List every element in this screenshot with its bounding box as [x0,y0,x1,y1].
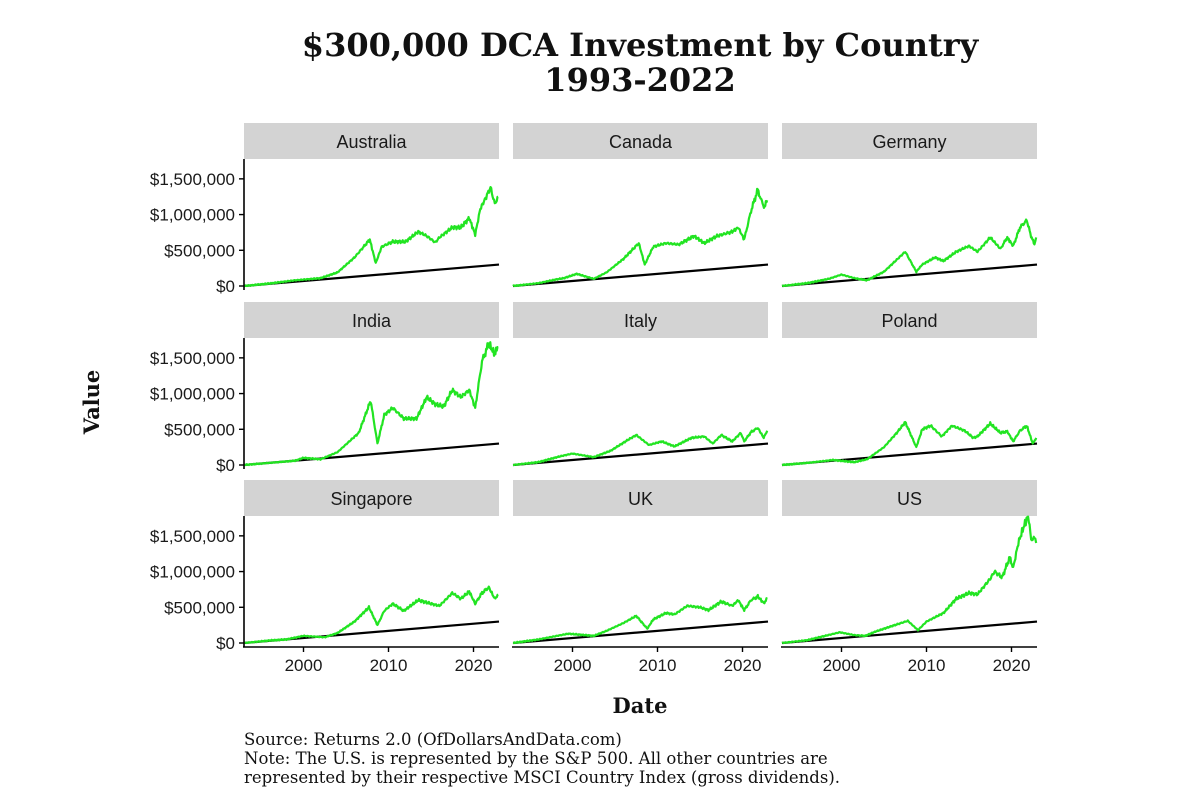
x-tick-label: 2020 [993,656,1031,675]
facet-strip [513,123,768,159]
portfolio-line [512,593,768,645]
x-axis: 2000 2010 2020 [243,646,499,675]
y-tick-label: $1,000,000 [150,206,235,225]
portfolio-line [243,185,499,288]
portfolio-line [243,585,499,645]
y-tick-label: $1,000,000 [150,563,235,582]
caption: Source: Returns 2.0 (OfDollarsAndData.co… [244,730,840,787]
y-tick-label: $500,000 [164,598,235,617]
x-tick-label: 2020 [455,656,493,675]
facet-label: Singapore [330,489,412,509]
y-axes: $0 $500,000 $1,000,000 $1,500,000 $0 $500,000… [150,159,245,653]
facet-label: India [352,311,392,331]
facet-label: Australia [336,132,407,152]
x-tick-label: 2010 [370,656,408,675]
x-tick-label: 2000 [823,656,861,675]
facet-line-chart: $300,000 DCA Investment by Country 1993-… [79,26,1038,718]
portfolio-line [781,515,1038,645]
source-note: Source: Returns 2.0 (OfDollarsAndData.co… [244,730,622,749]
y-tick-label: $0 [216,456,235,475]
x-tick-label: 2000 [285,656,323,675]
panel-poland: Poland [781,302,1038,467]
facet-label: US [897,489,922,509]
facet-strip [782,302,1037,338]
invested-line [512,442,769,467]
panel-us: US [781,480,1038,645]
x-axes: 2000 2010 2020 2000 2010 2020 2000 2010 2020 [243,646,1037,675]
y-axis: $0 $500,000 $1,000,000 $1,500,000 [150,516,245,653]
facet-strip [244,480,499,516]
invested-line [781,620,1038,645]
y-tick-label: $500,000 [164,241,235,260]
note-line-2: represented by their respective MSCI Cou… [244,768,841,787]
chart-subtitle: 1993-2022 [544,61,735,99]
y-tick-label: $1,500,000 [150,527,235,546]
portfolio-line [781,218,1038,288]
facet-label: Germany [872,132,946,152]
facet-strip [782,480,1037,516]
facet-strip [513,480,768,516]
y-tick-label: $1,500,000 [150,170,235,189]
portfolio-line [243,341,499,467]
invested-line [512,620,769,645]
y-tick-label: $0 [216,277,235,296]
invested-line [781,263,1038,288]
x-axis-title: Date [613,693,668,718]
note-line-1: Note: The U.S. is represented by the S&P… [244,749,828,768]
x-tick-label: 2000 [554,656,592,675]
facet-label: UK [628,489,653,509]
x-axis: 2000 2010 2020 [781,646,1037,675]
y-tick-label: $1,500,000 [150,349,235,368]
facet-strip [244,302,499,338]
facet-strip [513,302,768,338]
portfolio-line [781,420,1038,467]
facet-strip [244,123,499,159]
facet-panels: Australia Canada Germany India Italy Poland Si… [243,123,1038,645]
y-tick-label: $500,000 [164,420,235,439]
facet-label: Italy [624,311,657,331]
y-axis-title: Value [79,370,104,436]
panel-uk: UK [512,480,769,645]
panel-australia: Australia [243,123,500,288]
facet-label: Poland [881,311,937,331]
panel-singapore: Singapore [243,480,500,645]
y-tick-label: $0 [216,634,235,653]
panel-canada: Canada [512,123,769,288]
x-tick-label: 2020 [724,656,762,675]
panel-india: India [243,302,500,467]
portfolio-line [512,427,769,467]
invested-line [512,263,769,288]
facet-label: Canada [609,132,673,152]
panel-italy: Italy [512,302,769,467]
x-tick-label: 2010 [639,656,677,675]
y-axis: $0 $500,000 $1,000,000 $1,500,000 [150,159,245,296]
y-axis: $0 $500,000 $1,000,000 $1,500,000 [150,338,245,475]
facet-strip [782,123,1037,159]
y-tick-label: $1,000,000 [150,385,235,404]
panel-germany: Germany [781,123,1038,288]
portfolio-line [512,187,769,288]
x-tick-label: 2010 [908,656,946,675]
chart-title: $300,000 DCA Investment by Country [302,26,980,64]
x-axis: 2000 2010 2020 [512,646,768,675]
